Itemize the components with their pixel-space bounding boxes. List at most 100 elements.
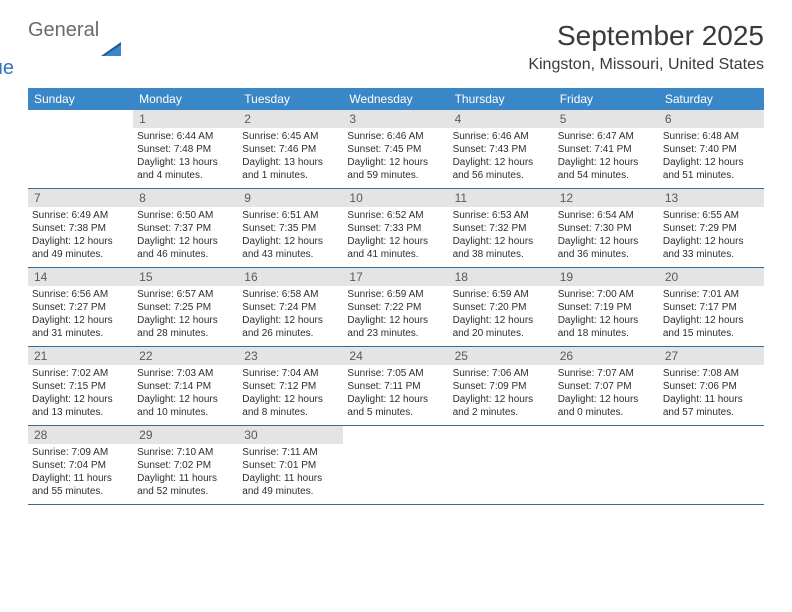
sunrise-text: Sunrise: 7:08 AM [663,367,760,380]
daylight-text: Daylight: 12 hours and 5 minutes. [347,393,444,419]
logo-triangle-icon [101,42,121,56]
day-cell: 24Sunrise: 7:05 AMSunset: 7:11 PMDayligh… [343,347,448,425]
day-cell: 5Sunrise: 6:47 AMSunset: 7:41 PMDaylight… [554,110,659,188]
day-cell [449,426,554,504]
day-number: 1 [133,110,238,128]
day-body: Sunrise: 7:04 AMSunset: 7:12 PMDaylight:… [238,365,343,423]
day-body: Sunrise: 6:47 AMSunset: 7:41 PMDaylight:… [554,128,659,186]
sunrise-text: Sunrise: 7:00 AM [558,288,655,301]
day-body: Sunrise: 7:09 AMSunset: 7:04 PMDaylight:… [28,444,133,502]
day-body: Sunrise: 6:46 AMSunset: 7:43 PMDaylight:… [449,128,554,186]
weekday-header: Tuesday [238,88,343,110]
day-number: 13 [659,189,764,207]
brand-logo: General Blue [28,20,121,78]
day-number: 19 [554,268,659,286]
sunrise-text: Sunrise: 7:05 AM [347,367,444,380]
title-block: September 2025 Kingston, Missouri, Unite… [528,20,764,74]
day-number: 17 [343,268,448,286]
sunset-text: Sunset: 7:15 PM [32,380,129,393]
daylight-text: Daylight: 12 hours and 38 minutes. [453,235,550,261]
sunrise-text: Sunrise: 6:46 AM [453,130,550,143]
daylight-text: Daylight: 12 hours and 49 minutes. [32,235,129,261]
day-cell: 21Sunrise: 7:02 AMSunset: 7:15 PMDayligh… [28,347,133,425]
weekday-header: Friday [554,88,659,110]
day-body: Sunrise: 6:58 AMSunset: 7:24 PMDaylight:… [238,286,343,344]
sunrise-text: Sunrise: 7:07 AM [558,367,655,380]
daylight-text: Daylight: 12 hours and 46 minutes. [137,235,234,261]
day-body: Sunrise: 7:05 AMSunset: 7:11 PMDaylight:… [343,365,448,423]
day-cell: 8Sunrise: 6:50 AMSunset: 7:37 PMDaylight… [133,189,238,267]
day-number: 2 [238,110,343,128]
daylight-text: Daylight: 11 hours and 57 minutes. [663,393,760,419]
sunset-text: Sunset: 7:33 PM [347,222,444,235]
daylight-text: Daylight: 12 hours and 8 minutes. [242,393,339,419]
day-cell [28,110,133,188]
day-number: 6 [659,110,764,128]
day-number: 18 [449,268,554,286]
day-number: 22 [133,347,238,365]
sunrise-text: Sunrise: 6:59 AM [453,288,550,301]
day-cell: 2Sunrise: 6:45 AMSunset: 7:46 PMDaylight… [238,110,343,188]
day-cell: 18Sunrise: 6:59 AMSunset: 7:20 PMDayligh… [449,268,554,346]
week-row: 21Sunrise: 7:02 AMSunset: 7:15 PMDayligh… [28,347,764,426]
sunset-text: Sunset: 7:07 PM [558,380,655,393]
day-number: 10 [343,189,448,207]
day-number: 29 [133,426,238,444]
day-number: 3 [343,110,448,128]
sunset-text: Sunset: 7:41 PM [558,143,655,156]
day-number: 11 [449,189,554,207]
daylight-text: Daylight: 12 hours and 54 minutes. [558,156,655,182]
day-number: 14 [28,268,133,286]
sunset-text: Sunset: 7:38 PM [32,222,129,235]
daylight-text: Daylight: 11 hours and 55 minutes. [32,472,129,498]
daylight-text: Daylight: 12 hours and 43 minutes. [242,235,339,261]
sunrise-text: Sunrise: 7:01 AM [663,288,760,301]
day-number: 27 [659,347,764,365]
sunrise-text: Sunrise: 7:02 AM [32,367,129,380]
day-number: 7 [28,189,133,207]
daylight-text: Daylight: 12 hours and 41 minutes. [347,235,444,261]
day-cell: 23Sunrise: 7:04 AMSunset: 7:12 PMDayligh… [238,347,343,425]
weekday-header: Saturday [659,88,764,110]
day-number: 30 [238,426,343,444]
sunrise-text: Sunrise: 6:56 AM [32,288,129,301]
day-number: 28 [28,426,133,444]
daylight-text: Daylight: 12 hours and 51 minutes. [663,156,760,182]
sunset-text: Sunset: 7:22 PM [347,301,444,314]
day-body: Sunrise: 7:07 AMSunset: 7:07 PMDaylight:… [554,365,659,423]
sunrise-text: Sunrise: 6:51 AM [242,209,339,222]
sunset-text: Sunset: 7:19 PM [558,301,655,314]
day-cell: 12Sunrise: 6:54 AMSunset: 7:30 PMDayligh… [554,189,659,267]
brand-part-2: Blue [0,58,99,78]
day-body: Sunrise: 7:10 AMSunset: 7:02 PMDaylight:… [133,444,238,502]
sunrise-text: Sunrise: 7:03 AM [137,367,234,380]
sunset-text: Sunset: 7:43 PM [453,143,550,156]
day-cell: 14Sunrise: 6:56 AMSunset: 7:27 PMDayligh… [28,268,133,346]
sunset-text: Sunset: 7:11 PM [347,380,444,393]
day-body: Sunrise: 6:50 AMSunset: 7:37 PMDaylight:… [133,207,238,265]
weekday-header: Sunday [28,88,133,110]
sunrise-text: Sunrise: 6:57 AM [137,288,234,301]
day-body: Sunrise: 6:45 AMSunset: 7:46 PMDaylight:… [238,128,343,186]
week-row: 28Sunrise: 7:09 AMSunset: 7:04 PMDayligh… [28,426,764,505]
location-subtitle: Kingston, Missouri, United States [528,56,764,74]
daylight-text: Daylight: 12 hours and 15 minutes. [663,314,760,340]
daylight-text: Daylight: 12 hours and 13 minutes. [32,393,129,419]
sunset-text: Sunset: 7:17 PM [663,301,760,314]
day-cell: 4Sunrise: 6:46 AMSunset: 7:43 PMDaylight… [449,110,554,188]
sunrise-text: Sunrise: 6:49 AM [32,209,129,222]
sunrise-text: Sunrise: 6:47 AM [558,130,655,143]
day-cell [343,426,448,504]
daylight-text: Daylight: 12 hours and 56 minutes. [453,156,550,182]
day-cell: 25Sunrise: 7:06 AMSunset: 7:09 PMDayligh… [449,347,554,425]
daylight-text: Daylight: 12 hours and 23 minutes. [347,314,444,340]
day-body: Sunrise: 6:54 AMSunset: 7:30 PMDaylight:… [554,207,659,265]
daylight-text: Daylight: 12 hours and 18 minutes. [558,314,655,340]
sunset-text: Sunset: 7:02 PM [137,459,234,472]
weekday-header-row: SundayMondayTuesdayWednesdayThursdayFrid… [28,88,764,110]
sunset-text: Sunset: 7:45 PM [347,143,444,156]
sunset-text: Sunset: 7:27 PM [32,301,129,314]
day-number: 12 [554,189,659,207]
day-cell: 11Sunrise: 6:53 AMSunset: 7:32 PMDayligh… [449,189,554,267]
sunset-text: Sunset: 7:25 PM [137,301,234,314]
